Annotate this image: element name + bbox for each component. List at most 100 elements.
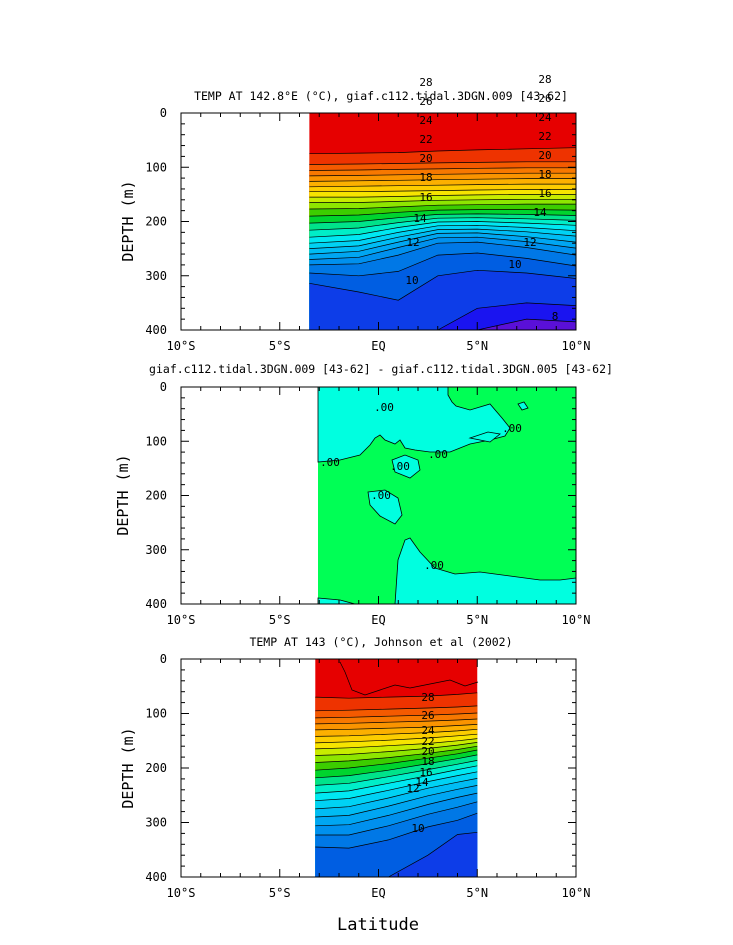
y-axis-label: DEPTH (m) <box>119 180 137 261</box>
isotherm <box>309 302 576 330</box>
contour-label: 12 <box>406 236 419 249</box>
isotherm <box>315 771 478 802</box>
contour-label: 16 <box>538 187 551 200</box>
isotherm <box>315 712 478 719</box>
x-tick-label: EQ <box>371 613 385 627</box>
contour-label: 18 <box>419 171 432 184</box>
isotherm <box>315 792 478 827</box>
temperature-fill <box>315 659 479 877</box>
isotherm <box>309 161 576 165</box>
x-tick-label: 5°S <box>269 339 291 353</box>
contour-label: 20 <box>421 745 434 758</box>
isotherm <box>339 661 479 696</box>
isotherm <box>315 785 478 818</box>
x-tick-label: 5°N <box>466 613 488 627</box>
contour-label: 28 <box>538 73 551 86</box>
panel-difference: giaf.c112.tidal.3DGN.009 [43-62] - giaf.… <box>114 362 613 627</box>
isotherm <box>309 189 576 193</box>
negative-region <box>367 489 403 525</box>
contour-label: 12 <box>523 236 536 249</box>
contour-label: 24 <box>538 111 552 124</box>
panel-title: giaf.c112.tidal.3DGN.009 [43-62] - giaf.… <box>149 362 613 376</box>
isotherm <box>315 801 478 836</box>
negative-region <box>317 597 356 604</box>
isotherm <box>309 183 576 188</box>
contour-label: 26 <box>419 95 432 108</box>
contour-label: .00 <box>390 460 410 473</box>
isotherm <box>315 760 478 786</box>
isotherm <box>315 765 478 794</box>
y-tick-label: 400 <box>145 323 167 337</box>
contour-label: 22 <box>538 130 551 143</box>
x-tick-label: EQ <box>371 339 385 353</box>
isotherm <box>315 745 478 763</box>
y-tick-label: 100 <box>145 160 167 174</box>
isotherm <box>315 749 478 771</box>
y-tick-label: 300 <box>145 816 167 830</box>
x-tick-label: 5°N <box>466 339 488 353</box>
y-tick-label: 0 <box>160 106 167 120</box>
contour-labels: 2826242220181614121082826242220181614121… <box>405 73 558 323</box>
isotherm <box>315 692 478 699</box>
isotherm <box>315 728 478 737</box>
panel-model-temperature: TEMP AT 142.8°E (°C), giaf.c112.tidal.3D… <box>119 73 590 353</box>
isotherm <box>309 194 576 198</box>
contour-label: 24 <box>419 114 433 127</box>
contour-label: 8 <box>552 310 559 323</box>
contour-label: .00 <box>374 401 394 414</box>
negative-region <box>394 537 576 604</box>
isotherm <box>315 718 478 725</box>
y-tick-label: 200 <box>145 215 167 229</box>
contour-label: 10 <box>411 822 424 835</box>
isotherm <box>315 831 478 877</box>
contour-label: 18 <box>538 168 551 181</box>
contour-label: .00 <box>371 489 391 502</box>
isotherm <box>309 269 576 301</box>
isotherm <box>309 147 576 155</box>
contour-label: 14 <box>533 206 547 219</box>
panel-observed-temperature: TEMP AT 143 (°C), Johnson et al (2002) 2… <box>119 635 590 900</box>
isotherm <box>315 742 478 756</box>
contour-label: 24 <box>421 724 435 737</box>
isotherm <box>309 213 576 224</box>
isotherm <box>315 733 478 744</box>
contour-label: 20 <box>538 149 551 162</box>
contour-label: 14 <box>413 212 427 225</box>
isotherm <box>309 209 576 217</box>
x-axis-label: Latitude <box>337 915 419 935</box>
contour-label: 28 <box>421 691 434 704</box>
negative-region <box>517 401 529 411</box>
isotherm <box>309 221 576 238</box>
contour-label: 10 <box>405 274 418 287</box>
contour-label: 18 <box>421 755 434 768</box>
contour-label: 10 <box>508 258 521 271</box>
isotherm <box>315 705 478 712</box>
y-tick-label: 200 <box>145 489 167 503</box>
x-tick-label: 5°S <box>269 886 291 900</box>
y-tick-label: 300 <box>145 269 167 283</box>
isotherm <box>309 318 576 330</box>
negative-region <box>317 387 511 463</box>
y-tick-label: 100 <box>145 434 167 448</box>
temperature-band <box>315 832 478 877</box>
isotherm <box>315 778 478 810</box>
contour-label: 22 <box>421 735 434 748</box>
contour-labels: .00 .00 .00 .00 .00 .00 .00 <box>320 401 522 572</box>
temperature-band <box>309 319 576 330</box>
isotherm <box>309 241 576 266</box>
contour-label: 26 <box>538 92 551 105</box>
temperature-fill <box>309 113 576 330</box>
x-tick-label: 10°S <box>167 613 196 627</box>
y-tick-label: 0 <box>160 652 167 666</box>
negative-region <box>468 431 501 443</box>
contour-label: .00 <box>424 559 444 572</box>
isotherm <box>315 738 478 750</box>
isotherm <box>309 236 576 260</box>
isotherm <box>315 754 478 779</box>
x-tick-label: 10°N <box>562 886 591 900</box>
panel-title: TEMP AT 143 (°C), Johnson et al (2002) <box>249 635 512 649</box>
contour-label: 20 <box>419 152 432 165</box>
contour-label: 22 <box>419 133 432 146</box>
